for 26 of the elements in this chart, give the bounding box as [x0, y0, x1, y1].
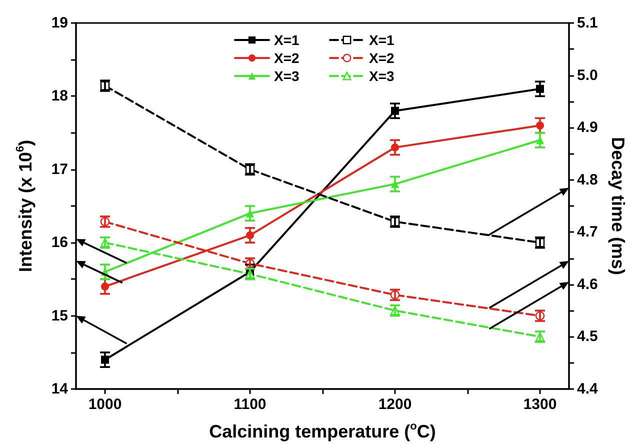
y2-tick-label: 4.4: [577, 380, 599, 398]
legend-label: X=2: [369, 50, 395, 66]
y-tick-label: 18: [51, 88, 68, 105]
y2-tick-label: 4.6: [577, 276, 598, 293]
y2-tick-label: 4.5: [577, 328, 598, 346]
y2-tick-label: 4.9: [577, 119, 598, 136]
y2-tick-label: 4.7: [577, 224, 598, 241]
y2-tick-label: 4.8: [577, 171, 598, 188]
y-tick-label: 16: [51, 234, 68, 252]
y-tick-label: 17: [51, 160, 68, 178]
legend-label: X=3: [369, 68, 395, 84]
legend-label: X=2: [274, 50, 300, 66]
x-tick-label: 1300: [523, 396, 557, 413]
y-tick-label: 19: [51, 14, 68, 32]
x-tick-label: 1200: [378, 396, 412, 413]
y2-tick-label: 5.1: [577, 14, 598, 32]
y-axis-title: Intensity (x 106): [14, 140, 36, 272]
y2-axis-title: Decay time (ms): [608, 136, 628, 276]
legend-label: X=3: [274, 68, 300, 84]
legend-label: X=1: [369, 32, 395, 48]
x-tick-label: 1000: [88, 396, 122, 413]
y-tick-label: 14: [51, 380, 69, 398]
legend-label: X=1: [274, 32, 300, 48]
y-tick-label: 15: [51, 307, 68, 324]
x-tick-label: 1100: [234, 396, 266, 413]
y2-tick-label: 5.0: [577, 66, 598, 84]
